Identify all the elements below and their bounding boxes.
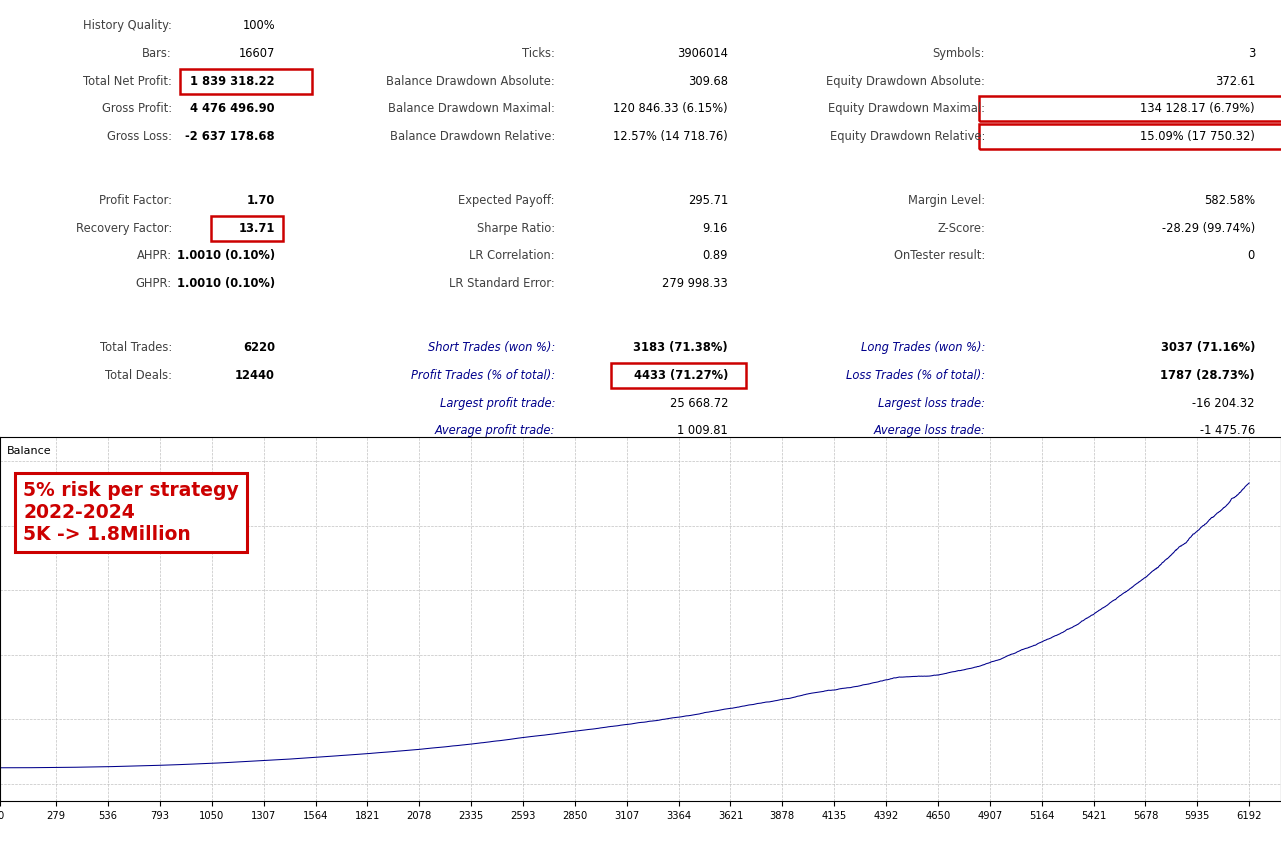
Text: GHPR:: GHPR: <box>136 277 172 290</box>
Text: Total Deals:: Total Deals: <box>105 369 172 382</box>
Text: Balance Drawdown Absolute:: Balance Drawdown Absolute: <box>387 75 555 88</box>
Text: 4433 (71.27%): 4433 (71.27%) <box>634 369 728 382</box>
Text: Total Trades:: Total Trades: <box>100 342 172 354</box>
Text: OnTester result:: OnTester result: <box>894 250 985 262</box>
Text: LR Correlation:: LR Correlation: <box>469 250 555 262</box>
Text: Gross Profit:: Gross Profit: <box>102 102 172 115</box>
Text: Profit Factor:: Profit Factor: <box>99 194 172 207</box>
Text: -2 637 178.68: -2 637 178.68 <box>186 130 275 143</box>
Text: 1 009.81: 1 009.81 <box>678 424 728 437</box>
Bar <box>980 124 1281 149</box>
Text: 582.58%: 582.58% <box>1204 194 1255 207</box>
Text: -54 435.15 (8): -54 435.15 (8) <box>1172 480 1255 492</box>
Text: Average loss trade:: Average loss trade: <box>874 424 985 437</box>
Text: 134 128.17 (6.79%): 134 128.17 (6.79%) <box>1140 102 1255 115</box>
Text: Equity Drawdown Relative:: Equity Drawdown Relative: <box>830 130 985 143</box>
Text: Gross Loss:: Gross Loss: <box>108 130 172 143</box>
Text: 0: 0 <box>1248 250 1255 262</box>
Text: Margin Level:: Margin Level: <box>908 194 985 207</box>
Text: Recovery Factor:: Recovery Factor: <box>76 222 172 235</box>
Text: 309.68: 309.68 <box>688 75 728 88</box>
Text: 3906014: 3906014 <box>678 47 728 60</box>
Text: Symbols:: Symbols: <box>933 47 985 60</box>
Text: 2: 2 <box>1248 507 1255 520</box>
Bar <box>980 96 1281 121</box>
Text: Average profit trade:: Average profit trade: <box>434 424 555 437</box>
Text: 3183 (71.38%): 3183 (71.38%) <box>633 342 728 354</box>
Text: 1787 (28.73%): 1787 (28.73%) <box>1161 369 1255 382</box>
Text: Total Net Profit:: Total Net Profit: <box>83 75 172 88</box>
Text: Equity Drawdown Maximal:: Equity Drawdown Maximal: <box>828 102 985 115</box>
Text: Z-Score:: Z-Score: <box>938 222 985 235</box>
Text: Ticks:: Ticks: <box>523 47 555 60</box>
Text: LR Standard Error:: LR Standard Error: <box>450 277 555 290</box>
Text: Balance: Balance <box>6 446 51 457</box>
Bar <box>211 216 283 241</box>
Text: Largest loss trade:: Largest loss trade: <box>877 396 985 410</box>
Text: 25 668.72: 25 668.72 <box>670 396 728 410</box>
Text: Largest profit trade:: Largest profit trade: <box>439 396 555 410</box>
Text: Balance Drawdown Relative:: Balance Drawdown Relative: <box>389 130 555 143</box>
Text: Expected Payoff:: Expected Payoff: <box>459 194 555 207</box>
Bar <box>179 68 311 94</box>
Text: Equity Drawdown Absolute:: Equity Drawdown Absolute: <box>826 75 985 88</box>
Text: 1 839 318.22: 1 839 318.22 <box>191 75 275 88</box>
Text: Maximum consecutive wins ($):: Maximum consecutive wins ($): <box>373 452 555 464</box>
Text: 13.71: 13.71 <box>238 222 275 235</box>
Text: Bars:: Bars: <box>142 47 172 60</box>
Text: Long Trades (won %):: Long Trades (won %): <box>861 342 985 354</box>
Text: 5: 5 <box>721 507 728 520</box>
Text: 11 (-43 072.92): 11 (-43 072.92) <box>1166 452 1255 464</box>
Text: 1.70: 1.70 <box>247 194 275 207</box>
Text: 5% risk per strategy
2022-2024
5K -> 1.8Million: 5% risk per strategy 2022-2024 5K -> 1.8… <box>23 481 238 544</box>
Text: Profit Trades (% of total):: Profit Trades (% of total): <box>411 369 555 382</box>
Text: Balance Drawdown Maximal:: Balance Drawdown Maximal: <box>388 102 555 115</box>
Text: 39 (14 551.80): 39 (14 551.80) <box>643 452 728 464</box>
Text: Maximal consecutive profit (count):: Maximal consecutive profit (count): <box>351 480 555 492</box>
Text: 12.57% (14 718.76): 12.57% (14 718.76) <box>614 130 728 143</box>
Text: Loss Trades (% of total):: Loss Trades (% of total): <box>845 369 985 382</box>
Text: 3: 3 <box>1248 47 1255 60</box>
Text: 3037 (71.16%): 3037 (71.16%) <box>1161 342 1255 354</box>
Text: Maximum consecutive losses ($):: Maximum consecutive losses ($): <box>793 452 985 464</box>
Text: -16 204.32: -16 204.32 <box>1193 396 1255 410</box>
Text: 15.09% (17 750.32): 15.09% (17 750.32) <box>1140 130 1255 143</box>
Text: 9.16: 9.16 <box>702 222 728 235</box>
Text: Average consecutive losses:: Average consecutive losses: <box>821 507 985 520</box>
Text: -1 475.76: -1 475.76 <box>1200 424 1255 437</box>
Text: -28.29 (99.74%): -28.29 (99.74%) <box>1162 222 1255 235</box>
Text: 6220: 6220 <box>243 342 275 354</box>
Text: 1.0010 (0.10%): 1.0010 (0.10%) <box>177 277 275 290</box>
Text: 4 476 496.90: 4 476 496.90 <box>191 102 275 115</box>
Text: 16607: 16607 <box>238 47 275 60</box>
Text: 120 846.33 (6.15%): 120 846.33 (6.15%) <box>614 102 728 115</box>
Text: 1.0010 (0.10%): 1.0010 (0.10%) <box>177 250 275 262</box>
Bar <box>611 363 746 388</box>
Text: 12440: 12440 <box>236 369 275 382</box>
Text: 295.71: 295.71 <box>688 194 728 207</box>
Text: Short Trades (won %):: Short Trades (won %): <box>428 342 555 354</box>
Text: 372.61: 372.61 <box>1214 75 1255 88</box>
Text: 0.89: 0.89 <box>702 250 728 262</box>
Text: Maximal consecutive loss (count):: Maximal consecutive loss (count): <box>789 480 985 492</box>
Text: Sharpe Ratio:: Sharpe Ratio: <box>477 222 555 235</box>
Text: History Quality:: History Quality: <box>83 20 172 32</box>
Text: Average consecutive wins:: Average consecutive wins: <box>401 507 555 520</box>
Text: 126 996.47 (20): 126 996.47 (20) <box>635 480 728 492</box>
Text: 279 998.33: 279 998.33 <box>662 277 728 290</box>
Text: 100%: 100% <box>242 20 275 32</box>
Text: AHPR:: AHPR: <box>137 250 172 262</box>
